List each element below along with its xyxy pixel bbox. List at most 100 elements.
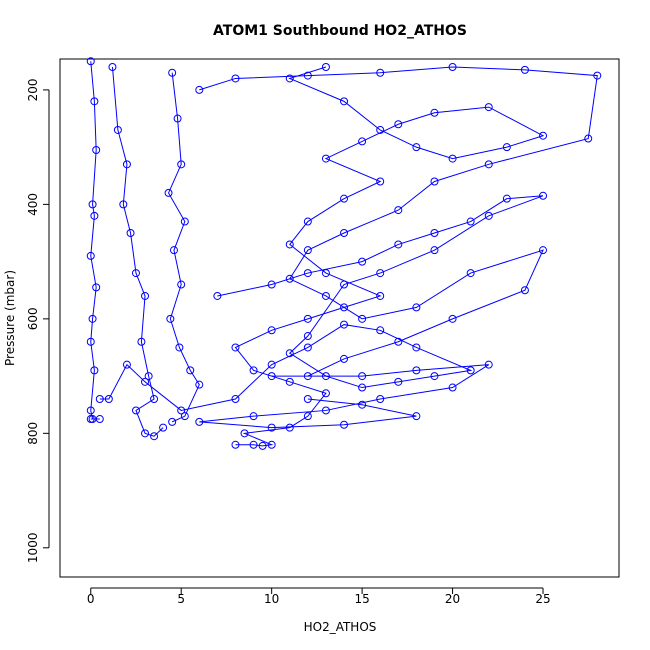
data-point — [180, 412, 189, 421]
data-point — [376, 125, 385, 134]
x-tick-label: 25 — [535, 592, 550, 606]
data-point — [267, 372, 276, 381]
data-point — [88, 200, 97, 209]
data-point — [358, 314, 367, 323]
data-point — [358, 372, 367, 381]
data-point — [520, 286, 529, 295]
data-point — [86, 57, 95, 66]
data-point — [430, 246, 439, 255]
data-point — [267, 440, 276, 449]
data-point — [303, 246, 312, 255]
data-point — [340, 420, 349, 429]
data-point — [376, 68, 385, 77]
data-point — [285, 274, 294, 283]
data-point — [159, 423, 168, 432]
data-point — [321, 372, 330, 381]
data-point — [340, 229, 349, 238]
plot-box — [59, 58, 620, 578]
data-line — [90, 61, 100, 420]
x-tick-label: 15 — [354, 592, 369, 606]
data-point — [177, 160, 186, 169]
data-point — [412, 303, 421, 312]
data-point — [430, 372, 439, 381]
data-point — [150, 394, 159, 403]
data-point — [258, 441, 267, 450]
data-point — [141, 291, 150, 300]
data-point — [340, 97, 349, 106]
data-point — [231, 343, 240, 352]
data-point — [90, 97, 99, 106]
data-point — [303, 217, 312, 226]
data-point — [168, 417, 177, 426]
data-point — [412, 343, 421, 352]
data-point — [90, 211, 99, 220]
y-tick-label: 200 — [26, 78, 40, 101]
data-point — [267, 326, 276, 335]
data-point — [340, 320, 349, 329]
x-tick-label: 20 — [445, 592, 460, 606]
data-point — [303, 394, 312, 403]
data-point — [177, 280, 186, 289]
data-point — [340, 303, 349, 312]
data-point — [520, 65, 529, 74]
data-point — [484, 211, 493, 220]
data-point — [86, 251, 95, 260]
data-point — [92, 146, 101, 155]
data-point — [180, 217, 189, 226]
data-point — [303, 314, 312, 323]
data-point — [119, 200, 128, 209]
data-point — [141, 377, 150, 386]
data-point — [122, 160, 131, 169]
data-point — [358, 400, 367, 409]
data-point — [175, 343, 184, 352]
data-point — [430, 177, 439, 186]
data-point — [169, 246, 178, 255]
data-point — [303, 332, 312, 341]
data-point — [231, 394, 240, 403]
data-point — [90, 366, 99, 375]
data-point — [122, 360, 131, 369]
data-point — [150, 432, 159, 441]
data-line — [111, 66, 164, 437]
data-line — [234, 66, 545, 447]
data-point — [303, 71, 312, 80]
data-point — [321, 389, 330, 398]
data-point — [166, 314, 175, 323]
data-point — [466, 269, 475, 278]
data-point — [448, 154, 457, 163]
data-point — [126, 229, 135, 238]
data-point — [213, 291, 222, 300]
data-point — [303, 343, 312, 352]
data-point — [249, 440, 258, 449]
data-point — [593, 71, 602, 80]
y-tick-label: 800 — [26, 422, 40, 445]
data-point — [340, 194, 349, 203]
data-point — [285, 377, 294, 386]
data-point — [249, 366, 258, 375]
y-tick-label: 1000 — [26, 533, 40, 564]
data-point — [376, 177, 385, 186]
data-point — [394, 337, 403, 346]
x-tick-label: 0 — [87, 592, 95, 606]
data-point — [285, 423, 294, 432]
data-point — [303, 269, 312, 278]
data-point — [466, 217, 475, 226]
data-point — [448, 383, 457, 392]
data-point — [104, 394, 113, 403]
data-point — [358, 137, 367, 146]
data-point — [86, 415, 95, 424]
data-point — [412, 143, 421, 152]
data-point — [394, 120, 403, 129]
data-point — [340, 280, 349, 289]
data-line — [199, 66, 598, 429]
data-point — [448, 63, 457, 72]
data-point — [95, 394, 104, 403]
data-point — [195, 380, 204, 389]
y-tick-label: 400 — [26, 193, 40, 216]
data-point — [448, 314, 457, 323]
data-point — [285, 349, 294, 358]
data-point — [539, 246, 548, 255]
data-point — [108, 63, 117, 72]
